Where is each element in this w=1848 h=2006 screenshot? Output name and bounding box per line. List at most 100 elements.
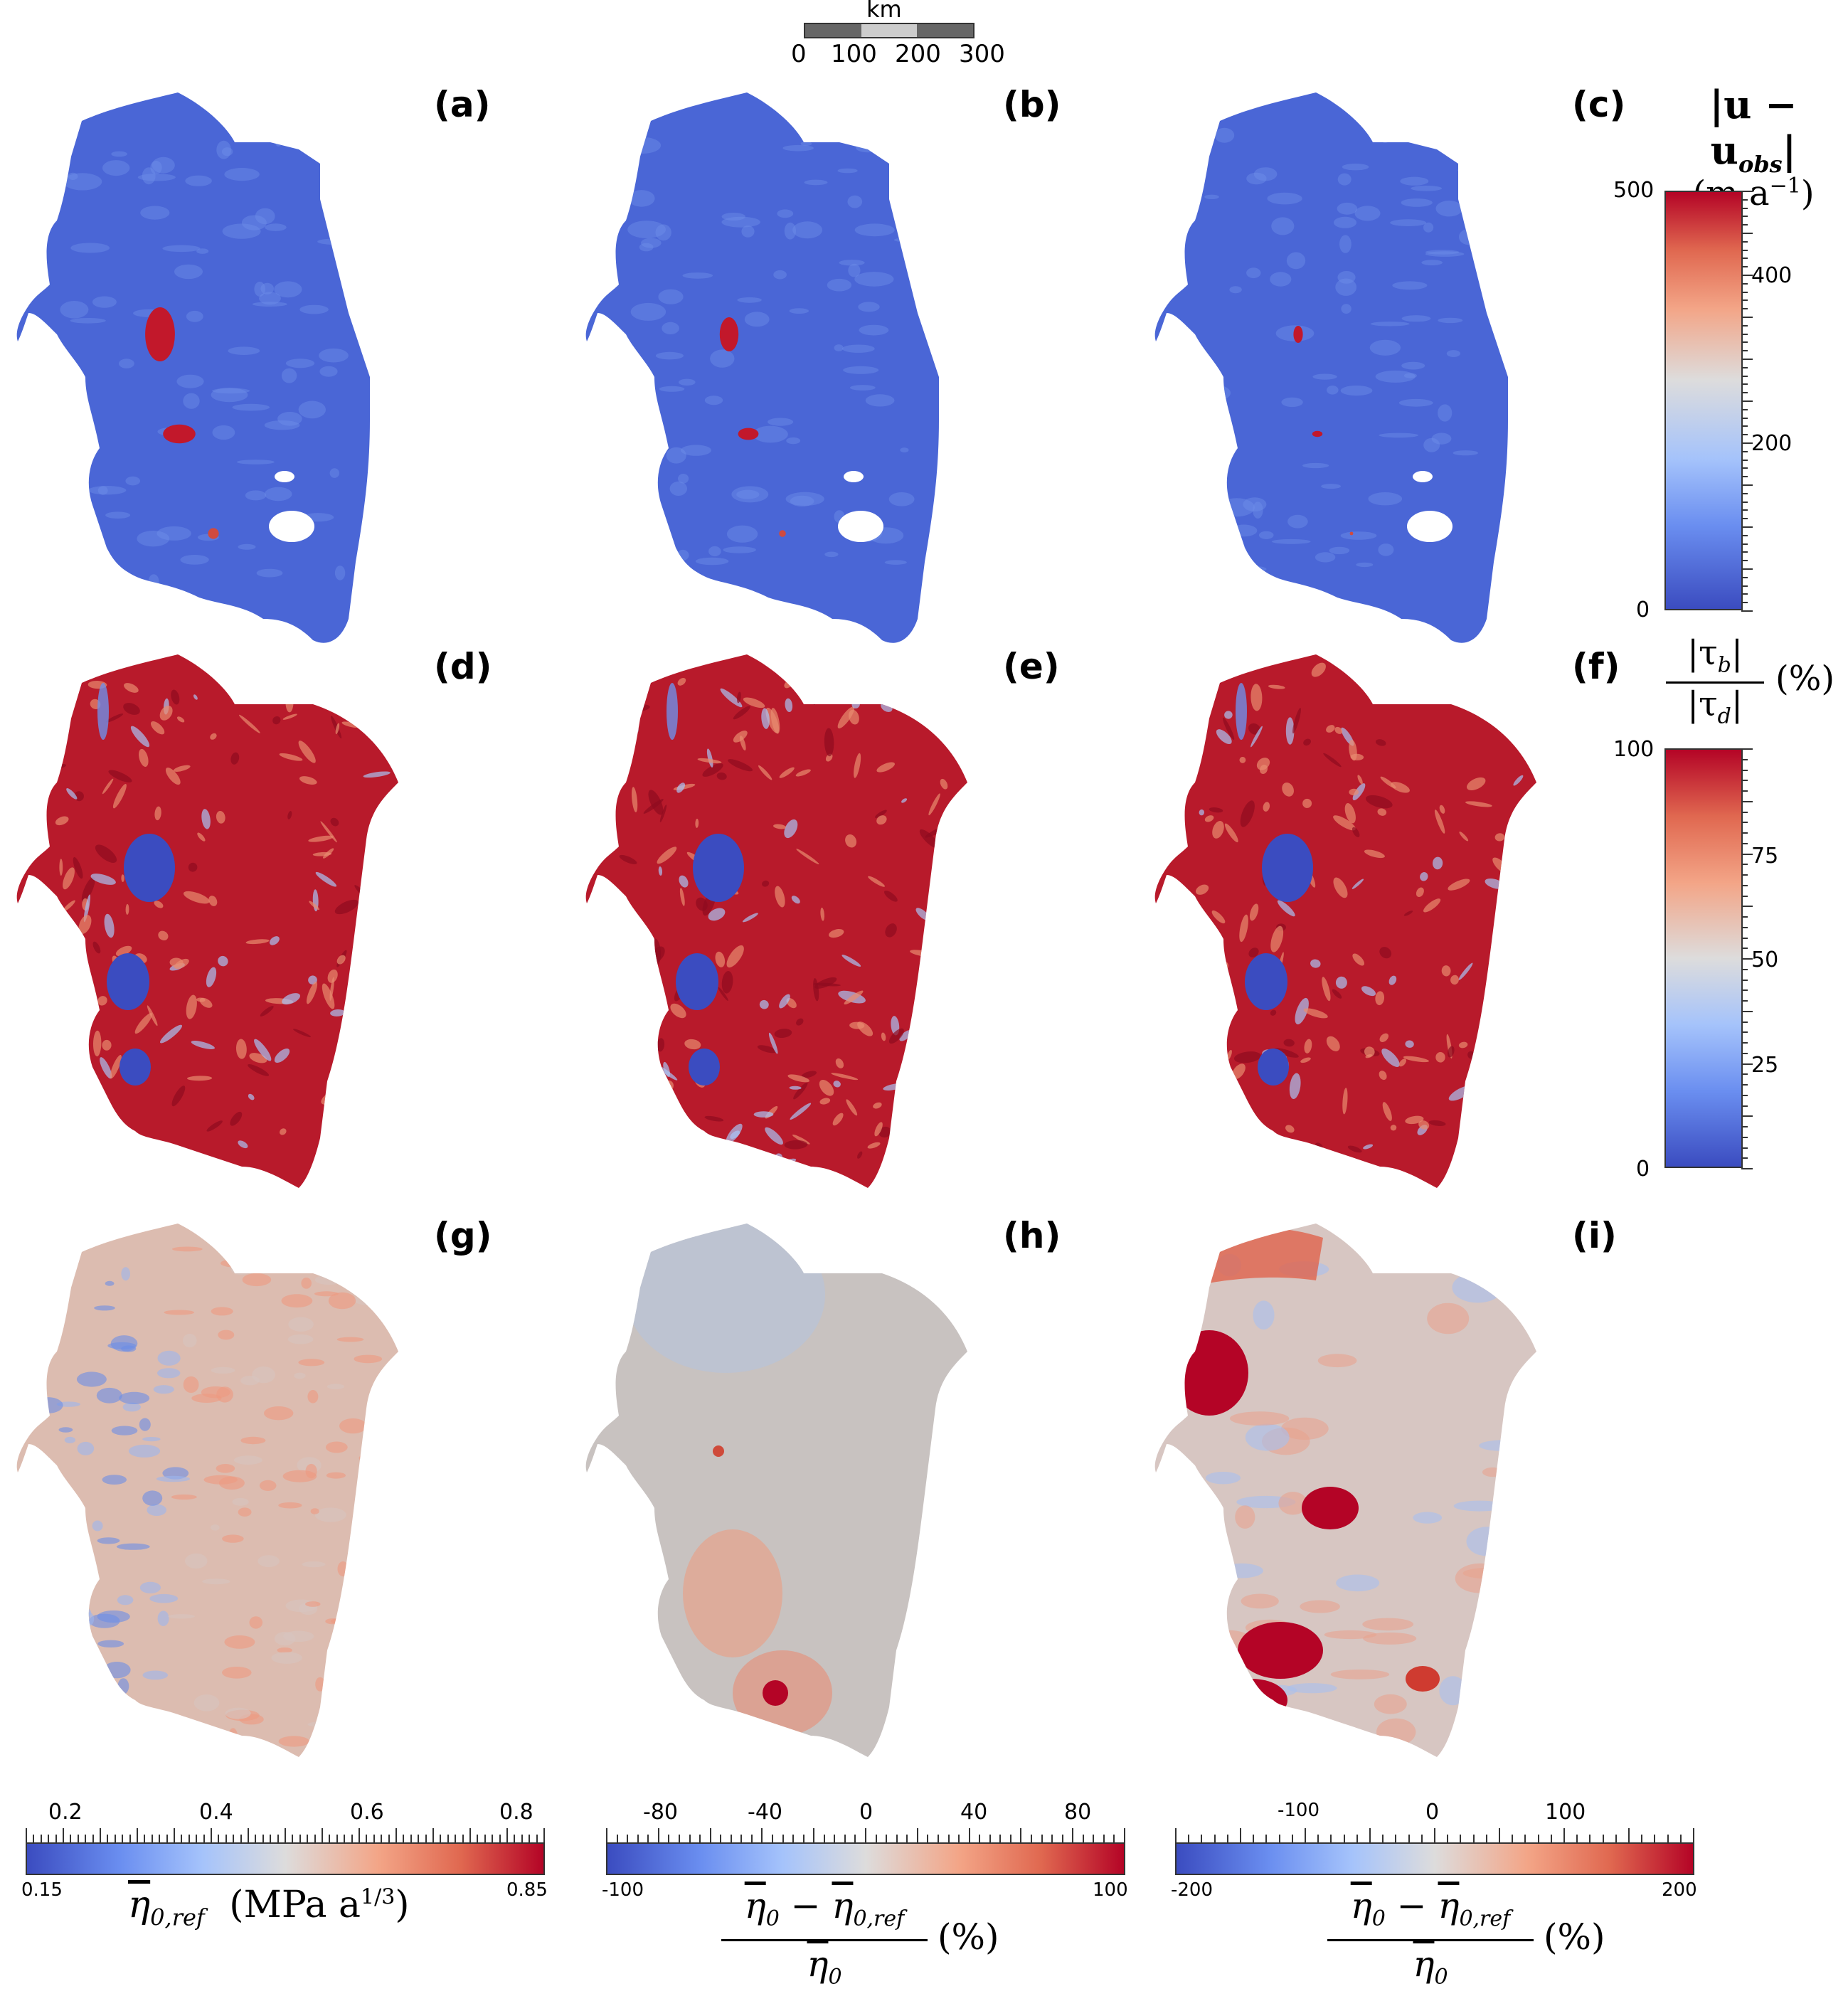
- tick-mark: [63, 1828, 64, 1842]
- tick-mark: [92, 1835, 94, 1842]
- tick-mark: [1499, 1828, 1500, 1842]
- tick-mark: [1741, 1168, 1753, 1169]
- map-f: [1154, 654, 1536, 1188]
- tick-mark: [1291, 1835, 1293, 1842]
- tick-mark: [937, 1835, 939, 1842]
- tick-mark: [1741, 790, 1748, 792]
- tick-mark: [1741, 1052, 1748, 1054]
- tick-mark: [536, 1835, 538, 1842]
- tick-mark: [1741, 383, 1748, 386]
- tick-mark: [1741, 434, 1748, 436]
- eta-i-num-a-sub: 0: [1371, 1906, 1386, 1931]
- tick-mark: [802, 1835, 804, 1842]
- panel-label-f: (f): [1572, 646, 1620, 687]
- tick-mark: [668, 1835, 670, 1842]
- tick-mark: [1741, 906, 1753, 908]
- eta-i-num-a: η: [1350, 1885, 1372, 1926]
- tick-mark: [196, 1835, 198, 1842]
- tick-mark: [1447, 1835, 1449, 1842]
- tick-mark: [1082, 1835, 1084, 1842]
- tick-mark: [1741, 282, 1748, 285]
- tick-mark: [1602, 1835, 1604, 1842]
- eta-i-num-b-sub: 0,ref: [1459, 1906, 1511, 1931]
- drag-colorbar: [1664, 748, 1743, 1168]
- tick-mark: [1175, 1828, 1177, 1842]
- tick-mark: [373, 1835, 375, 1842]
- tick-mark: [1679, 1835, 1682, 1842]
- tick-mark: [1741, 958, 1753, 960]
- tick-mark: [129, 1835, 131, 1842]
- velocity-colorbar-title: |u − uobs| (m a−1): [1664, 82, 1842, 213]
- eta-h-minor-ticks: [606, 1827, 1125, 1842]
- tick-mark: [1061, 1835, 1063, 1842]
- tick-mark: [1576, 1835, 1578, 1842]
- tick-mark: [85, 1835, 87, 1842]
- map-i: [1154, 1224, 1536, 1757]
- tick-mark: [1343, 1835, 1345, 1842]
- tick-mark: [916, 1828, 918, 1842]
- map-h: [585, 1224, 967, 1757]
- tick-mark: [1741, 333, 1748, 335]
- tick-mark: [1741, 551, 1748, 553]
- eta-h-top-tick-1: -80: [643, 1800, 678, 1825]
- tick-mark: [813, 1828, 815, 1842]
- tick-mark: [418, 1835, 420, 1842]
- tick-mark: [395, 1828, 397, 1842]
- tick-mark: [823, 1835, 825, 1842]
- tick-mark: [1330, 1835, 1332, 1842]
- panel-h: (h): [583, 1209, 1138, 1778]
- velocity-title-end: |: [1782, 127, 1797, 173]
- tick-mark: [1741, 198, 1748, 201]
- tick-mark: [203, 1835, 205, 1842]
- tick-mark: [1741, 275, 1753, 276]
- tick-mark: [647, 1835, 649, 1842]
- tick-mark: [1741, 459, 1748, 461]
- tick-mark: [1524, 1835, 1526, 1842]
- tick-mark: [1741, 948, 1748, 950]
- tick-mark: [1693, 1828, 1694, 1842]
- tick-mark: [1741, 1157, 1748, 1159]
- tick-mark: [699, 1835, 701, 1842]
- tick-mark: [1741, 1021, 1748, 1023]
- eta-h-den: η: [807, 1943, 829, 1985]
- tick-mark: [1741, 258, 1748, 260]
- tick-mark: [678, 1835, 680, 1842]
- tick-mark: [1741, 1063, 1753, 1065]
- velocity-title-main: |u − u: [1709, 82, 1797, 173]
- tick-mark: [1615, 1835, 1617, 1842]
- map-field-f: [1191, 662, 1526, 1185]
- eta-ref-top-tick-3: 0.6: [350, 1800, 384, 1825]
- tick-mark: [627, 1835, 629, 1842]
- tick-mark: [1265, 1835, 1268, 1842]
- eta-ref-title: η0,ref (MPa a1/3): [128, 1884, 410, 1931]
- eta-i-den-sub: 0: [1434, 1965, 1448, 1990]
- velocity-title-unit-end: ): [1800, 173, 1815, 213]
- tick-mark: [1741, 585, 1748, 587]
- tick-mark: [1201, 1835, 1203, 1842]
- tick-mark: [359, 1828, 360, 1842]
- tick-mark: [1741, 842, 1748, 844]
- tick-mark: [616, 1835, 618, 1842]
- tick-mark: [26, 1828, 27, 1842]
- tick-mark: [1472, 1835, 1475, 1842]
- tick-mark: [886, 1835, 888, 1842]
- tick-mark: [1741, 534, 1748, 536]
- tick-mark: [166, 1835, 168, 1842]
- tick-mark: [1741, 769, 1748, 771]
- eta-ref-colorbar: [26, 1842, 545, 1875]
- tick-mark: [33, 1835, 35, 1842]
- tick-mark: [462, 1835, 464, 1842]
- tick-mark: [55, 1835, 57, 1842]
- tick-mark: [1589, 1835, 1591, 1842]
- tick-mark: [782, 1835, 784, 1842]
- tick-mark: [1741, 926, 1748, 928]
- eta-h-num-b-sub: 0,ref: [853, 1906, 905, 1931]
- panel-label-c: (c): [1572, 84, 1626, 125]
- eta-i-top-tick-2: 0: [1425, 1800, 1440, 1825]
- tick-mark: [1741, 568, 1753, 570]
- eta-change-h-colorbar-group: -80 -40 0 40 80 -100 100 η0 − η0,ref η0 …: [602, 1800, 1128, 2006]
- tick-mark: [1741, 509, 1748, 511]
- scale-bar-tick-200: 200: [895, 40, 941, 68]
- eta-i-num-b: η: [1438, 1885, 1460, 1926]
- tick-mark: [740, 1835, 743, 1842]
